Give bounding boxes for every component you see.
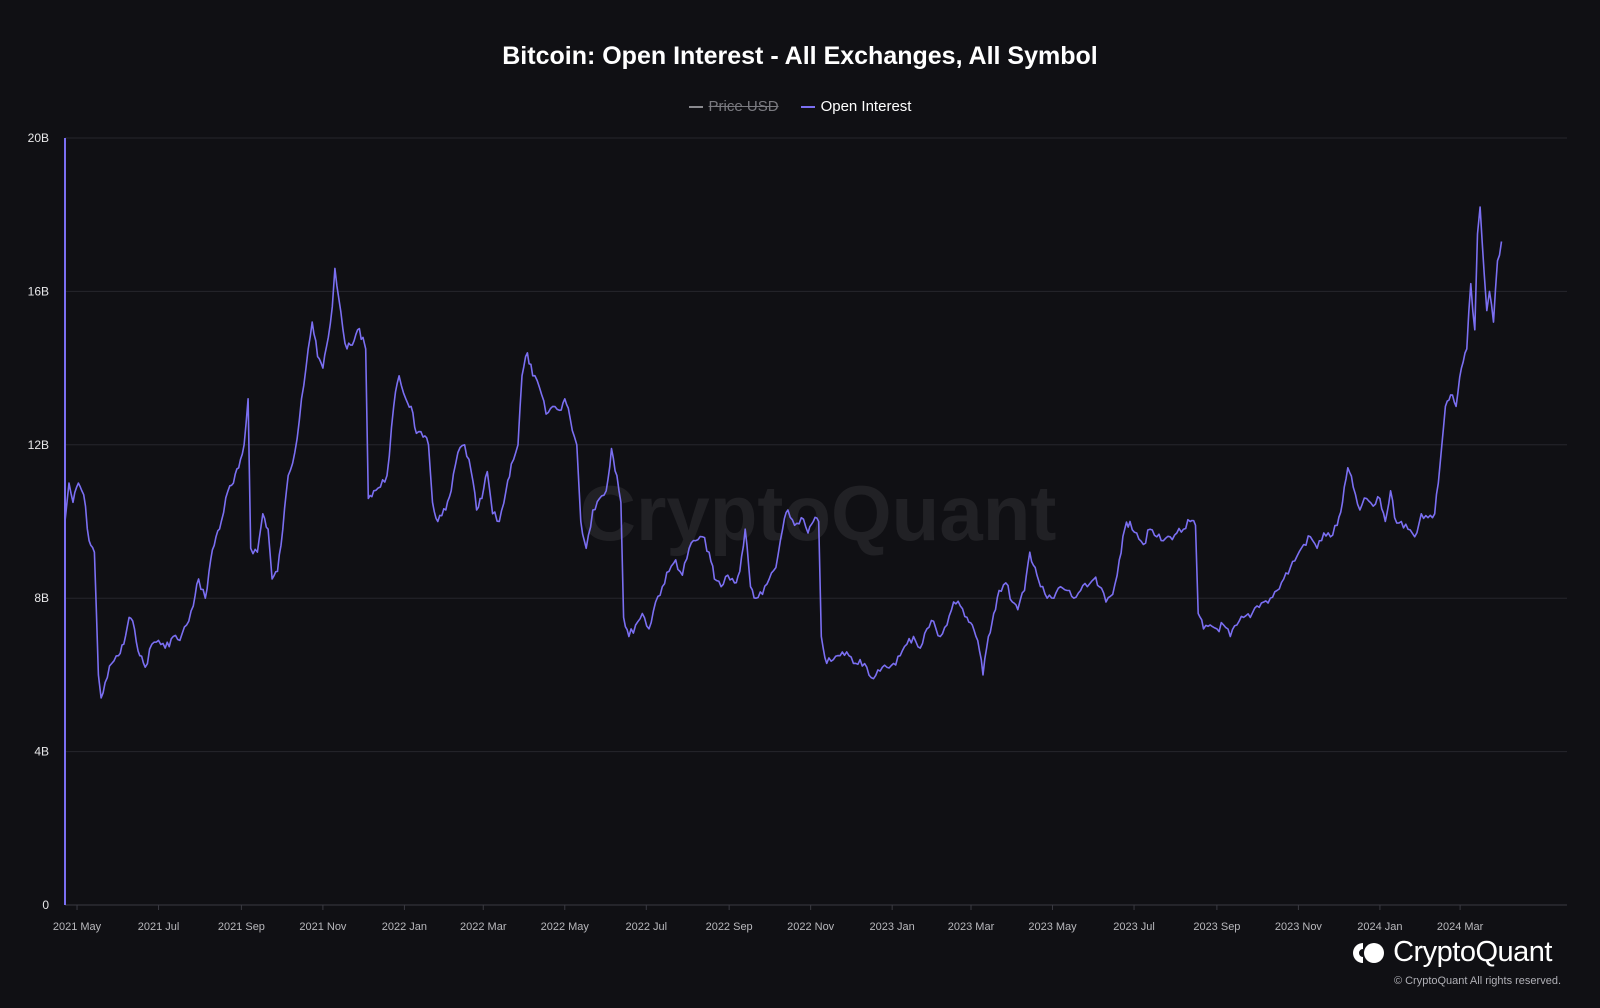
x-tick-label: 2024 Jan bbox=[1357, 921, 1402, 933]
cryptoquant-logo-icon bbox=[1353, 942, 1385, 963]
x-tick-label: 2022 Mar bbox=[460, 921, 507, 933]
x-tick-label: 2023 Jan bbox=[870, 921, 915, 933]
y-tick-label: 12B bbox=[28, 438, 49, 452]
x-tick-label: 2023 Nov bbox=[1275, 921, 1323, 933]
x-tick-label: 2022 Jan bbox=[382, 921, 427, 933]
x-tick-label: 2023 Mar bbox=[948, 921, 995, 933]
x-tick-label: 2022 Jul bbox=[625, 921, 667, 933]
legend-swatch-price-usd bbox=[688, 105, 703, 108]
y-tick-label: 20B bbox=[28, 131, 49, 145]
legend-swatch-open-interest bbox=[800, 105, 815, 108]
chart-title: Bitcoin: Open Interest - All Exchanges, … bbox=[502, 42, 1098, 70]
x-tick-label: 2024 Mar bbox=[1437, 921, 1484, 933]
chart-legend: Price USD Open Interest bbox=[0, 98, 1600, 115]
brand: CryptoQuant bbox=[1351, 936, 1552, 969]
legend-label-open-interest: Open Interest bbox=[820, 98, 912, 115]
y-tick-label: 16B bbox=[28, 284, 49, 298]
series-open-interest bbox=[64, 206, 1503, 699]
x-tick-label: 2022 May bbox=[541, 921, 590, 933]
x-tick-label: 2022 Sep bbox=[706, 921, 753, 933]
x-axis: 2021 May 2021 Jul 2021 Sep 2021 Nov 2022 Jan… bbox=[53, 905, 1484, 933]
x-tick-label: 2021 May bbox=[53, 921, 102, 933]
x-tick-label: 2023 May bbox=[1028, 921, 1077, 933]
y-tick-label: 0 bbox=[42, 898, 49, 912]
y-tick-label: 4B bbox=[34, 745, 49, 759]
brand-name: CryptoQuant bbox=[1393, 936, 1552, 968]
x-tick-label: 2021 Nov bbox=[299, 921, 347, 933]
x-tick-label: 2022 Nov bbox=[787, 921, 835, 933]
gridlines bbox=[65, 137, 1567, 753]
legend-label-price-usd: Price USD bbox=[708, 98, 779, 115]
x-tick-label: 2023 Sep bbox=[1193, 921, 1240, 933]
legend-item-open-interest[interactable]: Open Interest bbox=[800, 98, 912, 115]
legend-item-price-usd[interactable]: Price USD bbox=[688, 98, 779, 115]
copyright-text: © CryptoQuant All rights reserved. bbox=[1393, 975, 1561, 987]
x-tick-label: 2021 Jul bbox=[138, 921, 180, 933]
x-tick-label: 2021 Sep bbox=[218, 921, 265, 933]
series-line-open-interest bbox=[64, 206, 1503, 699]
y-tick-label: 8B bbox=[34, 591, 49, 605]
x-tick-label: 2023 Jul bbox=[1113, 921, 1155, 933]
watermark: CryptoQuant bbox=[580, 469, 1057, 557]
y-axis: 0 4B 8B 12B 16B 20B bbox=[28, 131, 50, 912]
